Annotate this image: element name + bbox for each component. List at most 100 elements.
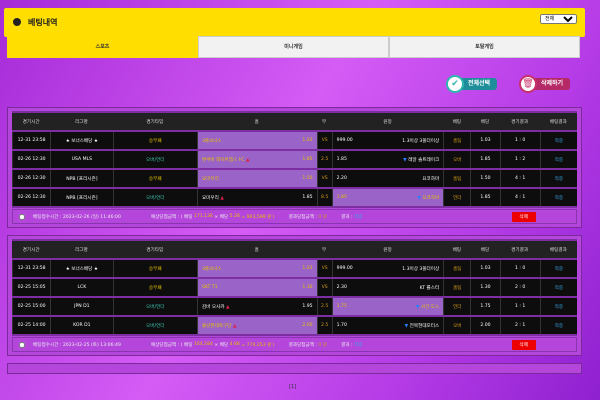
pick: 홈팀 — [443, 279, 471, 296]
score: 1 : 1 — [499, 298, 540, 315]
table-row: 02-25 14:00 KOR D1 오버/언더 울산현대축구단 ▲ 2.00 2… — [12, 317, 577, 334]
column-header: 배당 — [470, 113, 500, 130]
column-header: 배팅 — [443, 113, 471, 130]
league: USA MLS — [50, 151, 113, 168]
column-header: 경기결과 — [499, 113, 540, 130]
away-cell: 999.00 1.3이상 3폴더이상 — [331, 132, 444, 149]
bet-result: 적중 — [539, 317, 577, 334]
away-odds: 1.85 — [336, 195, 347, 200]
away-odds: 1.75 — [336, 304, 347, 309]
total-odds: 4.68 — [229, 342, 240, 347]
home-team: 요미우리 — [201, 176, 219, 182]
delete-selected-button[interactable]: 🗑 삭제하기 — [519, 75, 571, 93]
score: 4 : 1 — [499, 189, 540, 206]
column-header: 경기결과 — [499, 241, 540, 258]
odds: 2.00 — [470, 317, 500, 334]
away-cell: 1.75 ▼ 사간 도스 — [331, 298, 444, 315]
tab-sports[interactable]: 스포츠 — [7, 36, 198, 58]
bet-result: 적중 — [539, 170, 577, 187]
pagination-page-1[interactable]: [1] — [289, 384, 297, 390]
column-header: 무 — [316, 241, 332, 258]
bet-table: 경기시간 리그명 경기타입 홈 무 원정 배팅 배당 경기결과 배팅결과 12-31 23:58 … — [12, 111, 577, 208]
odds: 1.75 — [470, 298, 500, 315]
home-cell: 울산현대축구단 ▲ 2.00 — [196, 317, 317, 334]
odds: 1.50 — [470, 170, 500, 187]
home-odds: 1.85 — [302, 157, 313, 162]
result-label: 결과 : — [341, 342, 353, 348]
home-cell: 요미우리 ▲ 1.85 — [196, 189, 317, 206]
home-odds: 1.85 — [302, 195, 313, 200]
tab-minigame[interactable]: 미니게임 — [198, 36, 389, 58]
time-label: 배팅접수시간 : — [33, 342, 62, 348]
column-header: 홈 — [196, 241, 317, 258]
away-team: 요코하마 — [422, 195, 440, 201]
table-row: 02-26 12:30 NPB [프리시즌] 오버/언더 요미우리 ▲ 1.85 … — [12, 189, 577, 206]
table-row: 02-26 12:30 NPB [프리시즌] 승무패 요미우리 1.50 VS … — [12, 170, 577, 187]
slip-result: 적중 — [353, 342, 363, 348]
bet-result: 적중 — [539, 298, 577, 315]
home-odds: 1.50 — [302, 176, 313, 181]
home-odds: 2.00 — [302, 323, 313, 328]
column-header: 배팅결과 — [539, 113, 577, 130]
delete-slip-button[interactable]: 삭제 — [511, 212, 536, 222]
home-cell: 밴쿠버 화이트캡스 FC ▲ 1.85 — [196, 151, 317, 168]
away-cell: 999.00 1.3이상 3폴더이상 — [331, 260, 444, 277]
odds: 1.85 — [470, 151, 500, 168]
tab-bar: 스포츠 미니게임 토탈게임 — [7, 36, 580, 58]
away-cell: 1.85 ▼ 요코하마 — [331, 189, 444, 206]
filter-select[interactable]: 전체 — [540, 14, 577, 24]
league: NPB [프리시즌] — [50, 170, 113, 187]
draw: VS — [316, 170, 332, 187]
slip-footer: 배팅접수시간 : 2023-02-26 (일) 11:46:00 예상당첨금액 … — [12, 209, 577, 224]
home-cell: 요미우리 1.50 — [196, 170, 317, 187]
payout: = 903,598 원 ) — [241, 214, 275, 220]
draw: 2.5 — [316, 298, 332, 315]
home-odds: 1.03 — [302, 138, 313, 143]
pick: 오버 — [443, 151, 471, 168]
slip-footer: 배팅접수시간 : 2023-02-25 (토) 13:06:49 예상당첨금액 … — [12, 337, 577, 352]
slip-checkbox[interactable] — [19, 213, 25, 220]
score: 2 : 0 — [499, 279, 540, 296]
match-time: 02-26 12:30 — [12, 170, 51, 187]
home-team: 감바 오사카 — [201, 304, 225, 310]
column-header: 경기시간 — [12, 241, 51, 258]
slip-checkbox[interactable] — [19, 341, 25, 348]
home-cell: 3폴보너스 1.03 — [196, 132, 317, 149]
score: 1 : 0 — [499, 132, 540, 149]
match-time: 02-25 15:05 — [12, 279, 51, 296]
away-cell: 2.30 KT 롤스터 — [331, 279, 444, 296]
home-cell: 감바 오사카 ▲ 1.95 — [196, 298, 317, 315]
bet-slip: 경기시간 리그명 경기타입 홈 무 원정 배팅 배당 경기결과 배팅결과 12-31 23:58 … — [7, 107, 582, 228]
home-team: 3폴보너스 — [201, 266, 222, 272]
bet-result: 적중 — [539, 189, 577, 206]
trash-icon: 🗑 — [519, 75, 537, 93]
column-header: 배팅결과 — [539, 241, 577, 258]
away-odds: 2.30 — [336, 285, 347, 290]
down-arrow-icon: ▼ — [415, 304, 420, 310]
away-odds: 2.20 — [336, 176, 347, 181]
select-all-button[interactable]: ✔ 전체선택 — [446, 75, 498, 93]
odds: 1.03 — [470, 132, 500, 149]
result-label: 결과 : — [341, 214, 353, 220]
score: 4 : 1 — [499, 170, 540, 187]
home-team: 요미우리 — [201, 195, 219, 201]
draw: 2.5 — [316, 317, 332, 334]
column-header: 경기시간 — [12, 113, 51, 130]
score: 2 : 1 — [499, 317, 540, 334]
tab-totalgame[interactable]: 토탈게임 — [389, 36, 580, 58]
league: JPN D1 — [50, 298, 113, 315]
bet-type: 오버/언더 — [112, 189, 197, 206]
bet-type: 오버/언더 — [112, 298, 197, 315]
bet-result: 적중 — [539, 260, 577, 277]
draw: VS — [316, 279, 332, 296]
score: 1 : 2 — [499, 151, 540, 168]
pick: 홈팀 — [443, 260, 471, 277]
home-odds: 1.30 — [302, 285, 313, 290]
table-row: 12-31 23:58 ★ 보너스배당 ★ 승무패 3폴보너스 1.03 VS … — [12, 260, 577, 277]
odds-label: × 배당 — [214, 214, 229, 220]
away-cell: 1.70 ▼ 전북현대모터스 — [331, 317, 444, 334]
away-team: 레알 솔트레이크 — [408, 157, 440, 163]
column-header: 리그명 — [50, 241, 113, 258]
delete-slip-button[interactable]: 삭제 — [511, 340, 536, 350]
time-label: 배팅접수시간 : — [33, 214, 62, 220]
